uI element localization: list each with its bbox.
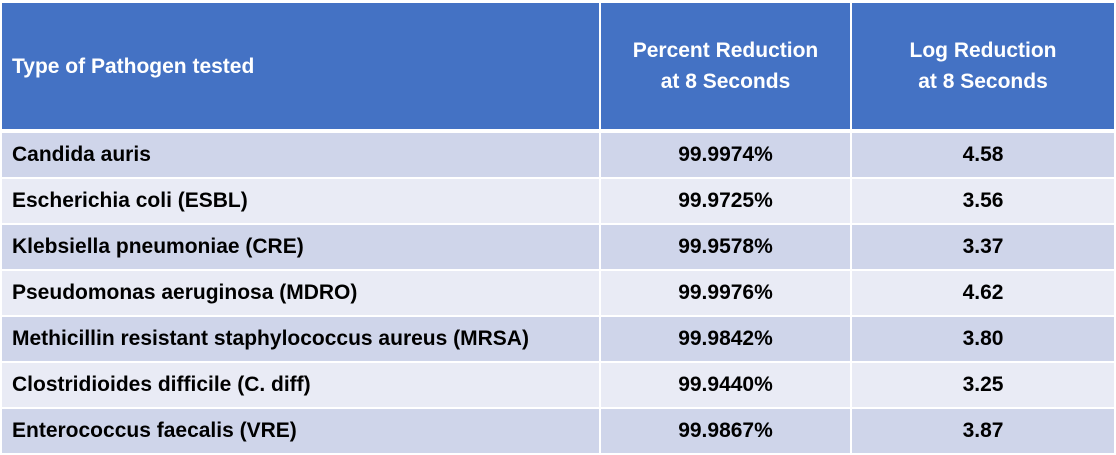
table-row: Klebsiella pneumoniae (CRE) 99.9578% 3.3… [2, 224, 1114, 271]
percent-cell: 99.9578% [600, 224, 852, 271]
percent-cell: 99.9974% [600, 131, 852, 179]
pathogen-cell: Klebsiella pneumoniae (CRE) [2, 224, 601, 271]
percent-cell: 99.9440% [600, 362, 852, 409]
log-cell: 4.62 [851, 270, 1114, 317]
percent-cell: 99.9842% [600, 316, 852, 363]
pathogen-cell: Enterococcus faecalis (VRE) [2, 408, 601, 455]
pathogen-cell: Candida auris [2, 131, 601, 179]
table-header-row: Type of Pathogen tested Percent Reductio… [2, 3, 1114, 133]
log-cell: 3.80 [851, 316, 1114, 363]
log-cell: 4.58 [851, 131, 1114, 179]
pathogen-cell: Clostridioides difficile (C. diff) [2, 362, 601, 409]
table-row: Candida auris 99.9974% 4.58 [2, 131, 1114, 179]
log-cell: 3.25 [851, 362, 1114, 409]
percent-cell: 99.9976% [600, 270, 852, 317]
pathogen-cell: Escherichia coli (ESBL) [2, 178, 601, 225]
log-cell: 3.87 [851, 408, 1114, 455]
log-cell: 3.56 [851, 178, 1114, 225]
header-log-line1: Log Reduction [909, 39, 1057, 62]
percent-cell: 99.9725% [600, 178, 852, 225]
pathogen-cell: Pseudomonas aeruginosa (MDRO) [2, 270, 601, 317]
header-percent-reduction: Percent Reduction at 8 Seconds [600, 3, 852, 133]
header-percent-line1: Percent Reduction [632, 39, 819, 62]
header-log-line2: at 8 Seconds [918, 70, 1048, 93]
table-row: Enterococcus faecalis (VRE) 99.9867% 3.8… [2, 408, 1114, 455]
table-row: Escherichia coli (ESBL) 99.9725% 3.56 [2, 178, 1114, 225]
header-percent-line2: at 8 Seconds [660, 70, 791, 93]
table-row: Pseudomonas aeruginosa (MDRO) 99.9976% 4… [2, 270, 1114, 317]
table-row: Methicillin resistant staphylococcus aur… [2, 316, 1114, 363]
header-pathogen-label: Type of Pathogen tested [12, 54, 255, 78]
log-cell: 3.37 [851, 224, 1114, 271]
pathogen-reduction-table: Type of Pathogen tested Percent Reductio… [2, 3, 1114, 455]
header-log-reduction: Log Reduction at 8 Seconds [851, 3, 1114, 133]
table-row: Clostridioides difficile (C. diff) 99.94… [2, 362, 1114, 409]
percent-cell: 99.9867% [600, 408, 852, 455]
pathogen-cell: Methicillin resistant staphylococcus aur… [2, 316, 601, 363]
pathogen-reduction-table-container: Type of Pathogen tested Percent Reductio… [2, 3, 1114, 455]
header-pathogen: Type of Pathogen tested [2, 3, 601, 133]
